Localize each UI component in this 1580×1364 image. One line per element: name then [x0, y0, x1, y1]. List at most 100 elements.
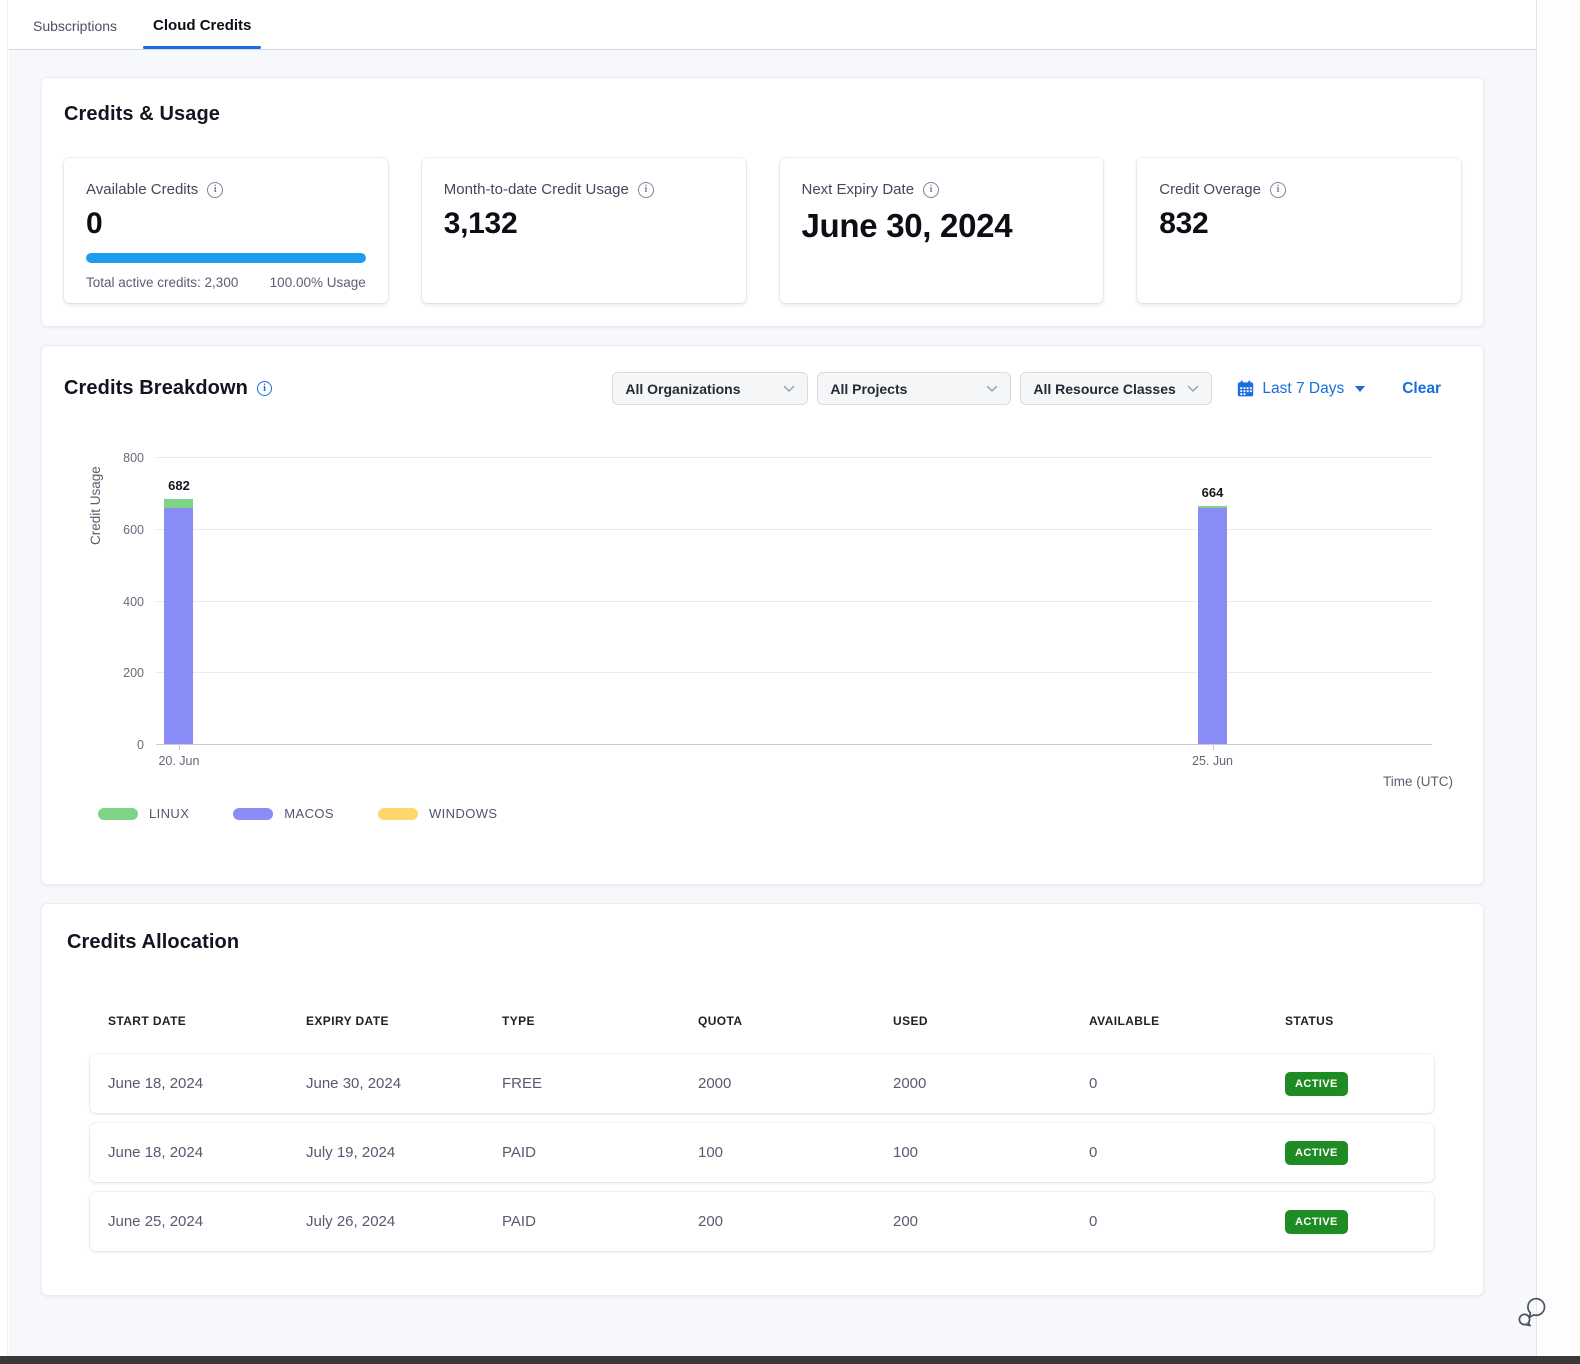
organizations-dropdown-value: All Organizations [625, 381, 740, 397]
legend-item-windows[interactable]: WINDOWS [378, 806, 498, 821]
y-tick-label: 200 [96, 666, 144, 680]
cell-start-date: June 25, 2024 [108, 1213, 306, 1230]
cell-start-date: June 18, 2024 [108, 1144, 306, 1161]
cell-quota: 200 [698, 1213, 893, 1230]
table-header-row: START DATE EXPIRY DATE TYPE QUOTA USED A… [90, 1012, 1434, 1030]
bar-segment-macos [1198, 508, 1227, 744]
next-expiry-label: Next Expiry Date [802, 181, 915, 198]
cell-available: 0 [1089, 1144, 1285, 1161]
date-range-picker[interactable]: Last 7 Days [1237, 380, 1365, 398]
available-credits-label: Available Credits [86, 181, 198, 198]
gridline [156, 672, 1432, 673]
credits-breakdown-section: Credits Breakdown i All Organizations Al… [41, 345, 1484, 885]
credits-progress-fill [86, 253, 366, 263]
clear-filters-button[interactable]: Clear [1402, 380, 1441, 398]
status-badge: ACTIVE [1285, 1141, 1348, 1165]
info-icon[interactable]: i [638, 182, 654, 198]
credit-overage-card: Credit Overage i 832 [1137, 158, 1461, 303]
credit-overage-value: 832 [1159, 207, 1439, 241]
cell-quota: 100 [698, 1144, 893, 1161]
date-range-value: Last 7 Days [1262, 380, 1344, 398]
credits-breakdown-title: Credits Breakdown [64, 377, 248, 400]
x-tick-mark [179, 745, 180, 750]
total-active-credits: Total active credits: 2,300 [86, 275, 238, 290]
next-expiry-card: Next Expiry Date i June 30, 2024 [780, 158, 1104, 303]
gridline [156, 601, 1432, 602]
column-header-status: STATUS [1285, 1012, 1434, 1030]
credits-allocation-section: Credits Allocation START DATE EXPIRY DAT… [41, 903, 1484, 1296]
table-row[interactable]: June 18, 2024 July 19, 2024 PAID 100 100… [90, 1123, 1434, 1182]
bar-segment-macos [164, 508, 193, 744]
chevron-down-icon [986, 385, 998, 393]
credits-allocation-title: Credits Allocation [67, 931, 1483, 954]
cell-expiry-date: June 30, 2024 [306, 1075, 502, 1092]
legend-swatch [98, 808, 138, 820]
cell-type: FREE [502, 1075, 698, 1092]
bar-segment-linux [164, 499, 193, 508]
page-content: Credits & Usage Available Credits i 0 To… [9, 50, 1536, 1296]
cell-start-date: June 18, 2024 [108, 1075, 306, 1092]
bottom-window-edge [0, 1356, 1580, 1364]
tab-bar: Subscriptions Cloud Credits [9, 0, 1536, 50]
available-credits-card: Available Credits i 0 Total active credi… [64, 158, 388, 303]
resource-classes-dropdown-value: All Resource Classes [1033, 381, 1175, 397]
projects-dropdown[interactable]: All Projects [817, 372, 1011, 405]
x-tick-label: 25. Jun [1173, 754, 1253, 768]
chevron-down-icon [1187, 385, 1199, 393]
y-tick-label: 0 [96, 738, 144, 752]
credits-usage-section: Credits & Usage Available Credits i 0 To… [41, 77, 1484, 327]
resource-classes-dropdown[interactable]: All Resource Classes [1020, 372, 1212, 405]
legend-item-macos[interactable]: MACOS [233, 806, 334, 821]
y-tick-label: 600 [96, 523, 144, 537]
gridline [156, 744, 1432, 745]
legend-swatch [378, 808, 418, 820]
credit-overage-label: Credit Overage [1159, 181, 1261, 198]
legend-swatch [233, 808, 273, 820]
legend-label: WINDOWS [429, 806, 498, 821]
cell-used: 100 [893, 1144, 1089, 1161]
x-tick-mark [1213, 745, 1214, 750]
column-header-available: AVAILABLE [1089, 1012, 1285, 1030]
credits-usage-title: Credits & Usage [64, 103, 1461, 126]
bar-20-jun[interactable] [164, 499, 193, 744]
bar-value-label: 664 [1183, 485, 1243, 500]
right-gutter [1538, 0, 1580, 1356]
cell-expiry-date: July 26, 2024 [306, 1213, 502, 1230]
table-row[interactable]: June 25, 2024 July 26, 2024 PAID 200 200… [90, 1192, 1434, 1251]
x-tick-label: 20. Jun [139, 754, 219, 768]
cell-used: 200 [893, 1213, 1089, 1230]
chart-legend: LINUX MACOS WINDOWS [98, 806, 497, 821]
chat-bubbles-icon[interactable] [1514, 1296, 1550, 1330]
credits-progress-bar [86, 253, 366, 263]
info-icon[interactable]: i [207, 182, 223, 198]
cell-type: PAID [502, 1144, 698, 1161]
legend-label: LINUX [149, 806, 189, 821]
mtd-usage-card: Month-to-date Credit Usage i 3,132 [422, 158, 746, 303]
bar-25-jun[interactable] [1198, 506, 1227, 744]
info-icon[interactable]: i [1270, 182, 1286, 198]
cell-expiry-date: July 19, 2024 [306, 1144, 502, 1161]
tab-subscriptions[interactable]: Subscriptions [23, 0, 127, 49]
projects-dropdown-value: All Projects [830, 381, 907, 397]
tab-cloud-credits[interactable]: Cloud Credits [143, 0, 261, 49]
cell-used: 2000 [893, 1075, 1089, 1092]
next-expiry-value: June 30, 2024 [802, 207, 1082, 245]
organizations-dropdown[interactable]: All Organizations [612, 372, 808, 405]
info-icon[interactable]: i [923, 182, 939, 198]
caret-down-icon [1355, 386, 1365, 392]
table-row[interactable]: June 18, 2024 June 30, 2024 FREE 2000 20… [90, 1054, 1434, 1113]
gridline [156, 457, 1432, 458]
chevron-down-icon [783, 385, 795, 393]
info-icon[interactable]: i [257, 381, 272, 396]
mtd-usage-value: 3,132 [444, 207, 724, 241]
y-tick-label: 400 [96, 595, 144, 609]
legend-item-linux[interactable]: LINUX [98, 806, 189, 821]
column-header-expiry-date: EXPIRY DATE [306, 1012, 502, 1030]
column-header-used: USED [893, 1012, 1089, 1030]
table-body: June 18, 2024 June 30, 2024 FREE 2000 20… [90, 1054, 1434, 1251]
mtd-usage-label: Month-to-date Credit Usage [444, 181, 629, 198]
status-badge: ACTIVE [1285, 1072, 1348, 1096]
chart-filters: All Organizations All Projects All Resou… [612, 372, 1463, 405]
credit-usage-chart: 020040060080068220. Jun66425. Jun [156, 458, 1432, 745]
credits-allocation-table: START DATE EXPIRY DATE TYPE QUOTA USED A… [90, 1012, 1434, 1251]
